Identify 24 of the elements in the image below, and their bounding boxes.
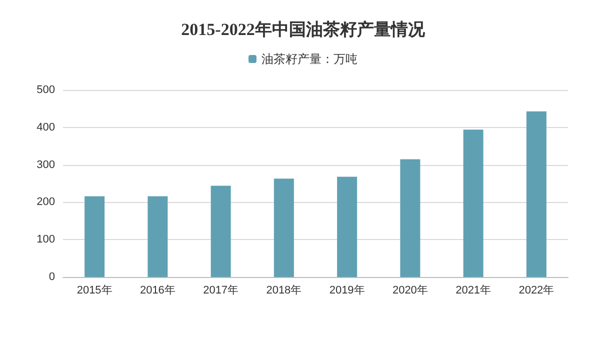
x-tick-label: 2021年 [456, 284, 492, 296]
bar [526, 111, 546, 277]
chart-title: 2015-2022年中国油茶籽产量情况 [181, 20, 426, 39]
y-tick-label: 0 [48, 271, 55, 283]
x-tick-label: 2016年 [140, 284, 176, 296]
bar [148, 196, 168, 277]
bar [400, 159, 420, 277]
x-tick-label: 2017年 [203, 284, 239, 296]
bar [463, 130, 484, 277]
y-tick-label: 500 [36, 84, 55, 96]
x-tick-label: 2019年 [329, 284, 365, 296]
bar [274, 178, 294, 277]
x-tick-label: 2015年 [76, 284, 112, 296]
x-tick-label: 2018年 [266, 284, 302, 296]
y-tick-label: 300 [36, 158, 55, 171]
x-tick-label: 2022年 [518, 284, 554, 296]
bar [210, 186, 231, 277]
y-tick-label: 400 [36, 121, 55, 134]
y-tick-label: 100 [36, 234, 55, 246]
bar [337, 176, 358, 277]
y-tick-label: 200 [36, 196, 55, 208]
x-tick-label: 2020年 [392, 284, 428, 296]
legend-label: 油茶籽产量：万吨 [262, 52, 358, 66]
bar [84, 196, 105, 277]
